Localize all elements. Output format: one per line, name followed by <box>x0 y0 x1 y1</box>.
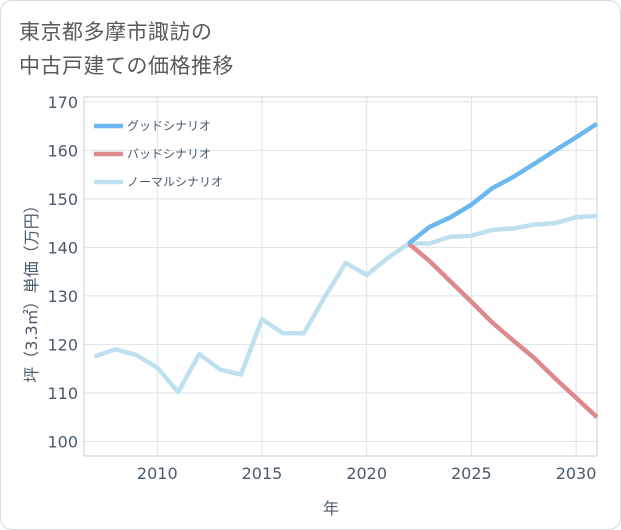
axes <box>83 96 598 457</box>
y-tick-label: 140 <box>47 238 78 257</box>
y-tick-label: 160 <box>47 141 78 160</box>
series-line-1 <box>407 241 599 419</box>
x-axis-title: 年 <box>323 499 339 518</box>
plot-frame <box>83 96 598 457</box>
y-tick-label: 150 <box>47 190 78 209</box>
series-line-2 <box>93 213 598 395</box>
y-tick-label: 110 <box>47 384 78 403</box>
grid-lines <box>84 97 597 456</box>
x-tick-label: 2030 <box>556 464 597 483</box>
legend-label-0: グッドシナリオ <box>127 119 211 133</box>
x-tick-label: 2025 <box>451 464 492 483</box>
x-tick-label: 2020 <box>346 464 387 483</box>
series-lines <box>93 121 599 419</box>
y-tick-label: 170 <box>47 93 78 112</box>
legend-label-1: バッドシナリオ <box>127 147 211 161</box>
tick-labels: 2010 2015 2020 2025 2030 100 110 120 130 140 150 16… <box>47 93 596 483</box>
y-tick-label: 120 <box>47 335 78 354</box>
series-line-0 <box>407 121 599 246</box>
y-tick-label: 130 <box>47 287 78 306</box>
y-tick-label: 100 <box>47 432 78 451</box>
chart-title: 東京都多摩市諏訪の 中古戸建ての価格推移 <box>19 15 234 83</box>
x-tick-label: 2010 <box>137 464 178 483</box>
chart-title-line-2: 中古戸建ての価格推移 <box>19 54 234 78</box>
legend-label-2: ノーマルシナリオ <box>127 175 223 189</box>
y-axis-title: 坪（3.3㎡）単価（万円） <box>22 197 41 382</box>
x-tick-label: 2015 <box>242 464 283 483</box>
chart-title-line-1: 東京都多摩市諏訪の <box>19 20 213 44</box>
